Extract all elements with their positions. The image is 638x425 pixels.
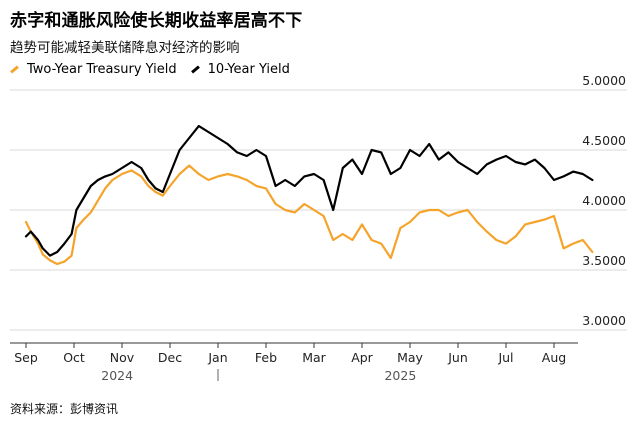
legend-label-two-year: Two-Year Treasury Yield <box>27 62 177 77</box>
x-tick-label: Mar <box>302 350 326 365</box>
y-tick-label: 3.0000 <box>582 313 626 328</box>
chart-title: 赤字和通胀风险使长期收益率居高不下 <box>10 11 303 31</box>
x-tick-label: Apr <box>351 350 373 365</box>
x-tick-label: Dec <box>158 350 182 365</box>
year-label: 2025 <box>384 368 416 383</box>
y-tick-label: 4.5000 <box>582 133 626 148</box>
x-tick-label: Nov <box>110 350 135 365</box>
legend: Two-Year Treasury Yield 10-Year Yield <box>10 62 304 77</box>
year-label: 2024 <box>101 368 133 383</box>
x-tick-label: May <box>397 350 423 365</box>
x-tick-label: Aug <box>542 350 566 365</box>
grid-lines <box>10 89 627 331</box>
source-note: 资料来源：彭博资讯 <box>10 402 119 416</box>
two-year-yield-line <box>24 164 594 266</box>
legend-item-ten-year: 10-Year Yield <box>190 62 290 77</box>
x-tick-label: Jul <box>497 350 513 365</box>
legend-label-ten-year: 10-Year Yield <box>207 62 290 77</box>
y-axis-tick-labels: 3.0000 3.5000 4.0000 4.5000 5.0000 <box>582 73 626 328</box>
legend-item-two-year: Two-Year Treasury Yield <box>10 62 177 77</box>
x-tick-label: Jan <box>207 350 227 365</box>
ten-year-yield-line <box>24 124 594 257</box>
series-lines <box>24 124 594 266</box>
x-tick-label: Sep <box>14 350 38 365</box>
x-axis: Sep Oct Nov Dec Jan Feb Mar Apr May Jun Jul Aug 2024… <box>10 342 578 383</box>
y-tick-label: 4.0000 <box>582 193 626 208</box>
x-tick-label: Jun <box>447 350 468 365</box>
x-tick-label: Feb <box>255 350 277 365</box>
chart-subtitle: 趋势可能减轻美联储降息对经济的影响 <box>10 40 240 56</box>
y-tick-label: 5.0000 <box>582 73 626 88</box>
y-tick-label: 3.5000 <box>582 253 626 268</box>
x-tick-label: Oct <box>63 350 85 365</box>
